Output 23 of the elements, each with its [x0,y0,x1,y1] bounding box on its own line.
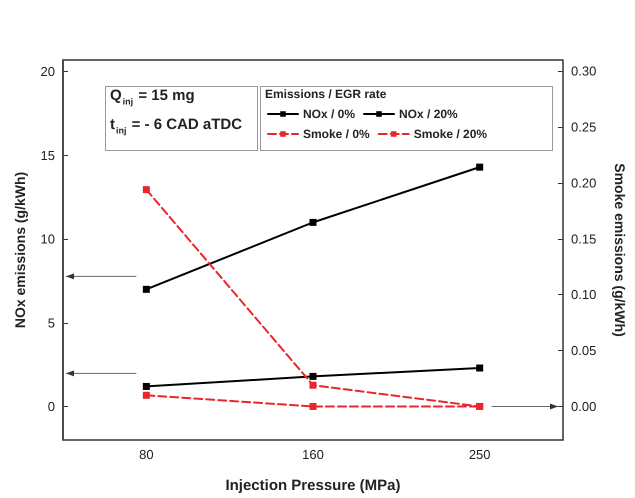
legend-title: Emissions / EGR rate [265,87,387,101]
x-tick-label: 250 [468,447,491,462]
y2-axis-title: Smoke emissions (g/kWh) [612,163,628,337]
y2-tick-label: 0.30 [571,64,596,79]
y2-tick-label: 0.15 [571,231,596,246]
legend-label: Smoke / 0% [303,127,370,141]
y-tick-label: 20 [40,64,55,80]
legend-label: NOx / 0% [303,107,356,121]
y-tick-label: 0 [48,399,55,414]
y-tick-label: 5 [48,315,55,330]
y-axis-title: NOx emissions (g/kWh) [12,172,28,328]
y2-tick-label: 0.10 [571,287,596,302]
y-tick-label: 15 [40,148,55,163]
x-axis-title: Injection Pressure (MPa) [225,477,401,494]
y2-tick-label: 0.25 [571,120,596,135]
y2-tick-label: 0.05 [571,343,596,358]
legend-label: Smoke / 20% [414,127,488,141]
y2-tick-label: 0.00 [571,398,596,414]
legend-label: NOx / 20% [399,107,458,121]
y-tick-label: 10 [40,232,55,247]
y2-tick-label: 0.20 [571,175,596,190]
x-tick-label: 160 [302,447,324,462]
x-tick-label: 80 [139,447,154,462]
